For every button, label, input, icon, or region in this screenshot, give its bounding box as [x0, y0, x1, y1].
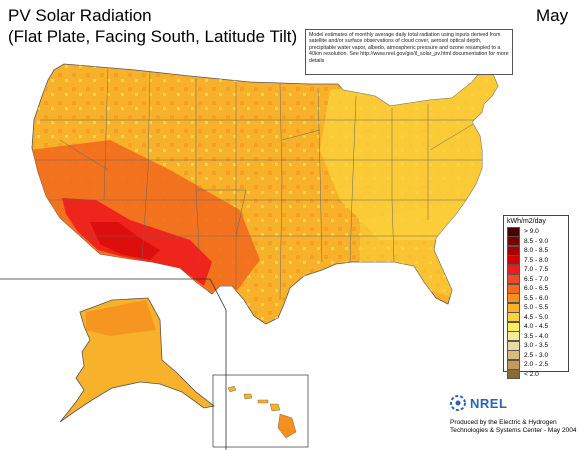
legend-swatch: [507, 321, 520, 332]
legend-label: 7.0 - 7.5: [524, 266, 549, 274]
legend-item: 7.0 - 7.5: [507, 264, 565, 275]
nrel-logo-text: NREL: [470, 395, 508, 411]
hawaii-inset: [212, 374, 309, 448]
legend-swatch: [507, 283, 520, 294]
legend-label: 6.5 - 7.0: [524, 275, 549, 283]
legend-label: 7.5 - 8.0: [524, 256, 549, 264]
map-subtitle: (Flat Plate, Facing South, Latitude Tilt…: [8, 27, 298, 46]
legend-item: 2.5 - 3.0: [507, 350, 565, 361]
legend-label: 5.0 - 5.5: [524, 304, 549, 312]
legend-item: 3.0 - 3.5: [507, 340, 565, 351]
legend-item: 8.5 - 9.0: [507, 236, 565, 247]
legend-label: 2.0 - 2.5: [524, 361, 549, 369]
legend-swatch: [507, 264, 520, 275]
hawaii-frame: [212, 374, 309, 448]
legend-swatch: [507, 274, 520, 285]
legend-item: 8.0 - 8.5: [507, 245, 565, 256]
legend-item: 4.5 - 5.0: [507, 312, 565, 323]
legend-swatch: [507, 369, 520, 380]
state-boundaries: [36, 65, 498, 301]
legend-label: 2.5 - 3.0: [524, 351, 549, 359]
hawaii-kauai: [227, 385, 237, 393]
legend-swatch: [507, 331, 520, 342]
legend-label: 4.0 - 4.5: [524, 323, 549, 331]
southeast-zone: [360, 200, 470, 300]
hawaii-big-island: [277, 413, 297, 439]
hawaii-oahu: [243, 393, 253, 400]
legend-swatch: [507, 312, 520, 323]
legend: kWh/m2/day > 9.0 8.5 - 9.0 8.0 - 8.5 7.5 - …: [503, 215, 569, 380]
legend-title: kWh/m2/day: [507, 218, 546, 225]
legend-swatch: [507, 245, 520, 256]
legend-swatch: [507, 350, 520, 361]
legend-swatch: [507, 340, 520, 351]
alaska-inset: [59, 297, 215, 423]
legend-rows: > 9.0 8.5 - 9.0 8.0 - 8.5 7.5 - 8.0 7.0 - 7.…: [507, 226, 565, 380]
conus-shape: [31, 63, 499, 325]
legend-label: < 2.0: [524, 370, 539, 378]
legend-label: > 9.0: [524, 228, 539, 236]
legend-label: 4.5 - 5.0: [524, 313, 549, 321]
northeast-zone: [320, 70, 498, 240]
legend-item: 3.5 - 4.0: [507, 331, 565, 342]
legend-item: 7.5 - 8.0: [507, 255, 565, 266]
hawaii-maui: [269, 403, 281, 412]
legend-item: 6.0 - 6.5: [507, 283, 565, 294]
legend-label: 3.5 - 4.0: [524, 332, 549, 340]
inset-divider: [0, 278, 227, 450]
methodology-note: Model estimates of monthly average daily…: [305, 29, 513, 75]
legend-item: < 2.0: [507, 369, 565, 380]
hawaii-molokai: [257, 399, 269, 404]
legend-label: 3.0 - 3.5: [524, 342, 549, 350]
legend-swatch: [507, 226, 520, 237]
legend-swatch: [507, 302, 520, 313]
legend-item: 4.0 - 4.5: [507, 321, 565, 332]
legend-item: 5.5 - 6.0: [507, 293, 565, 304]
alaska-north-zone: [86, 300, 156, 336]
legend-swatch: [507, 293, 520, 304]
legend-item: > 9.0: [507, 226, 565, 237]
legend-label: 8.0 - 8.5: [524, 247, 549, 255]
nrel-logo-icon: [450, 395, 466, 411]
legend-label: 5.5 - 6.0: [524, 294, 549, 302]
legend-item: 5.0 - 5.5: [507, 302, 565, 313]
legend-swatch: [507, 236, 520, 247]
nrel-logo: NREL: [448, 393, 507, 413]
legend-label: 6.0 - 6.5: [524, 285, 549, 293]
legend-swatch: [507, 255, 520, 266]
legend-item: 2.0 - 2.5: [507, 359, 565, 370]
credit-text: Produced by the Electric & Hydrogen Tech…: [450, 419, 577, 434]
legend-label: 8.5 - 9.0: [524, 237, 549, 245]
legend-item: 6.5 - 7.0: [507, 274, 565, 285]
map-title: PV Solar Radiation: [8, 6, 152, 25]
legend-swatch: [507, 359, 520, 370]
month-label: May: [536, 6, 569, 25]
